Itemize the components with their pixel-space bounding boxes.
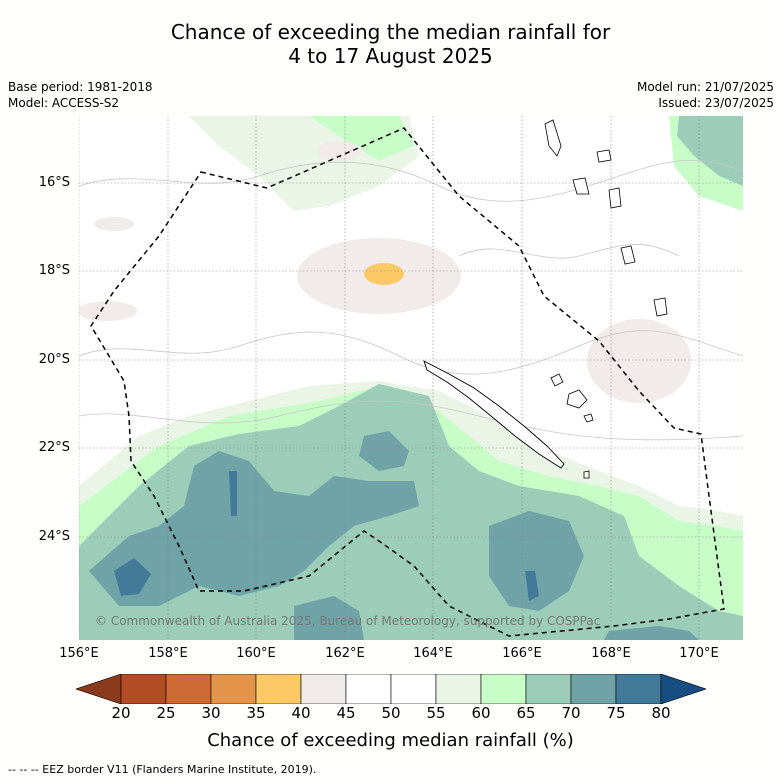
colorbar-tick-45: 45 bbox=[336, 704, 356, 722]
region-75-80-southwest bbox=[114, 558, 151, 596]
colorbar-label: Chance of exceeding median rainfall (%) bbox=[207, 730, 574, 751]
lat-label-18s: 18°S bbox=[38, 263, 70, 278]
colorbar-50-55 bbox=[390, 674, 437, 704]
loyalty-island-3 bbox=[583, 413, 594, 423]
isle-of-pines bbox=[583, 470, 590, 479]
lon-label-170e: 170°E bbox=[679, 646, 719, 661]
region-70-75-south-bottom bbox=[294, 596, 364, 640]
lon-label-164e: 164°E bbox=[413, 646, 453, 661]
lat-label-22s: 22°S bbox=[38, 440, 70, 455]
grid-lines bbox=[79, 116, 743, 640]
lat-label-16s: 16°S bbox=[38, 175, 70, 190]
model-run: Model run: 21/07/2025 bbox=[636, 80, 774, 94]
lon-label-166e: 166°E bbox=[502, 646, 542, 661]
title-line-1: Chance of exceeding the median rainfall … bbox=[170, 20, 611, 44]
colorbar-70-75 bbox=[570, 674, 617, 704]
region-70-75-southwest bbox=[89, 451, 419, 606]
colorbar-20-25 bbox=[120, 674, 167, 704]
colorbar-tick-55: 55 bbox=[426, 704, 446, 722]
region-70-75-southeast bbox=[489, 511, 584, 611]
colorbar bbox=[76, 674, 706, 704]
region-40-45-north bbox=[317, 141, 361, 161]
lon-label-156e: 156°E bbox=[59, 646, 99, 661]
vanuatu-island-5 bbox=[620, 245, 636, 265]
colorbar-40-45 bbox=[300, 674, 347, 704]
colorbar-35-40 bbox=[255, 674, 302, 704]
region-65-70-northeast bbox=[677, 116, 743, 186]
rainfall-map bbox=[79, 116, 743, 640]
region-40-45-west-north bbox=[94, 217, 134, 231]
region-75-80-strip bbox=[229, 471, 237, 516]
colorbar-tick-70: 70 bbox=[561, 704, 581, 722]
copyright-notice: © Commonwealth of Australia 2025, Bureau… bbox=[95, 614, 601, 628]
lon-label-160e: 160°E bbox=[236, 646, 276, 661]
base-period: Base period: 1981-2018 bbox=[8, 80, 153, 94]
colorbar-30-35 bbox=[210, 674, 257, 704]
region-35-40-central bbox=[364, 263, 404, 285]
lon-label-162e: 162°E bbox=[325, 646, 365, 661]
eez-border bbox=[90, 127, 725, 637]
issued-date: Issued: 23/07/2025 bbox=[658, 96, 774, 110]
colorbar-tick-35: 35 bbox=[246, 704, 266, 722]
model-name: Model: ACCESS-S2 bbox=[8, 96, 120, 110]
region-60-65-north bbox=[309, 116, 414, 161]
colorbar-tick-80: 80 bbox=[651, 704, 671, 722]
vanuatu-island-3 bbox=[596, 149, 612, 163]
colorbar-tick-75: 75 bbox=[606, 704, 626, 722]
lon-label-168e: 168°E bbox=[591, 646, 631, 661]
colorbar-tick-20: 20 bbox=[111, 704, 131, 722]
region-60-65-northeast bbox=[669, 116, 743, 211]
colorbar-75-80 bbox=[615, 674, 662, 704]
eez-legend: -- -- -- EEZ border V11 (Flanders Marine… bbox=[8, 763, 317, 776]
vanuatu-island-2 bbox=[572, 177, 590, 195]
colorbar-tick-65: 65 bbox=[516, 704, 536, 722]
region-70-75-central-south bbox=[359, 431, 409, 471]
lat-label-20s: 20°S bbox=[38, 352, 70, 367]
region-70-75-bottom-right bbox=[604, 626, 699, 640]
colorbar-tick-40: 40 bbox=[291, 704, 311, 722]
region-75-80-southeast bbox=[525, 571, 539, 601]
colorbar-tick-30: 30 bbox=[201, 704, 221, 722]
region-40-45-west bbox=[79, 301, 137, 321]
colorbar-55-60 bbox=[435, 674, 482, 704]
colorbar-above-80 bbox=[660, 674, 706, 704]
colorbar-tick-25: 25 bbox=[156, 704, 176, 722]
lat-label-24s: 24°S bbox=[38, 529, 70, 544]
contour-lines bbox=[79, 159, 743, 441]
colorbar-60-65 bbox=[480, 674, 527, 704]
colorbar-45-50 bbox=[345, 674, 392, 704]
colorbar-25-30 bbox=[165, 674, 212, 704]
matthew-island bbox=[653, 297, 668, 317]
colorbar-65-70 bbox=[525, 674, 572, 704]
loyalty-island-2 bbox=[550, 373, 564, 387]
loyalty-island-1 bbox=[566, 389, 588, 409]
region-40-45-east bbox=[587, 319, 691, 403]
colorbar-tick-50: 50 bbox=[381, 704, 401, 722]
title-line-2: 4 to 17 August 2025 bbox=[288, 44, 493, 68]
new-caledonia-island bbox=[423, 360, 565, 469]
colorbar-tick-60: 60 bbox=[471, 704, 491, 722]
lon-label-158e: 158°E bbox=[148, 646, 188, 661]
vanuatu-island-1 bbox=[544, 119, 562, 157]
colorbar-below-20 bbox=[76, 674, 122, 704]
vanuatu-island-4 bbox=[608, 187, 622, 209]
